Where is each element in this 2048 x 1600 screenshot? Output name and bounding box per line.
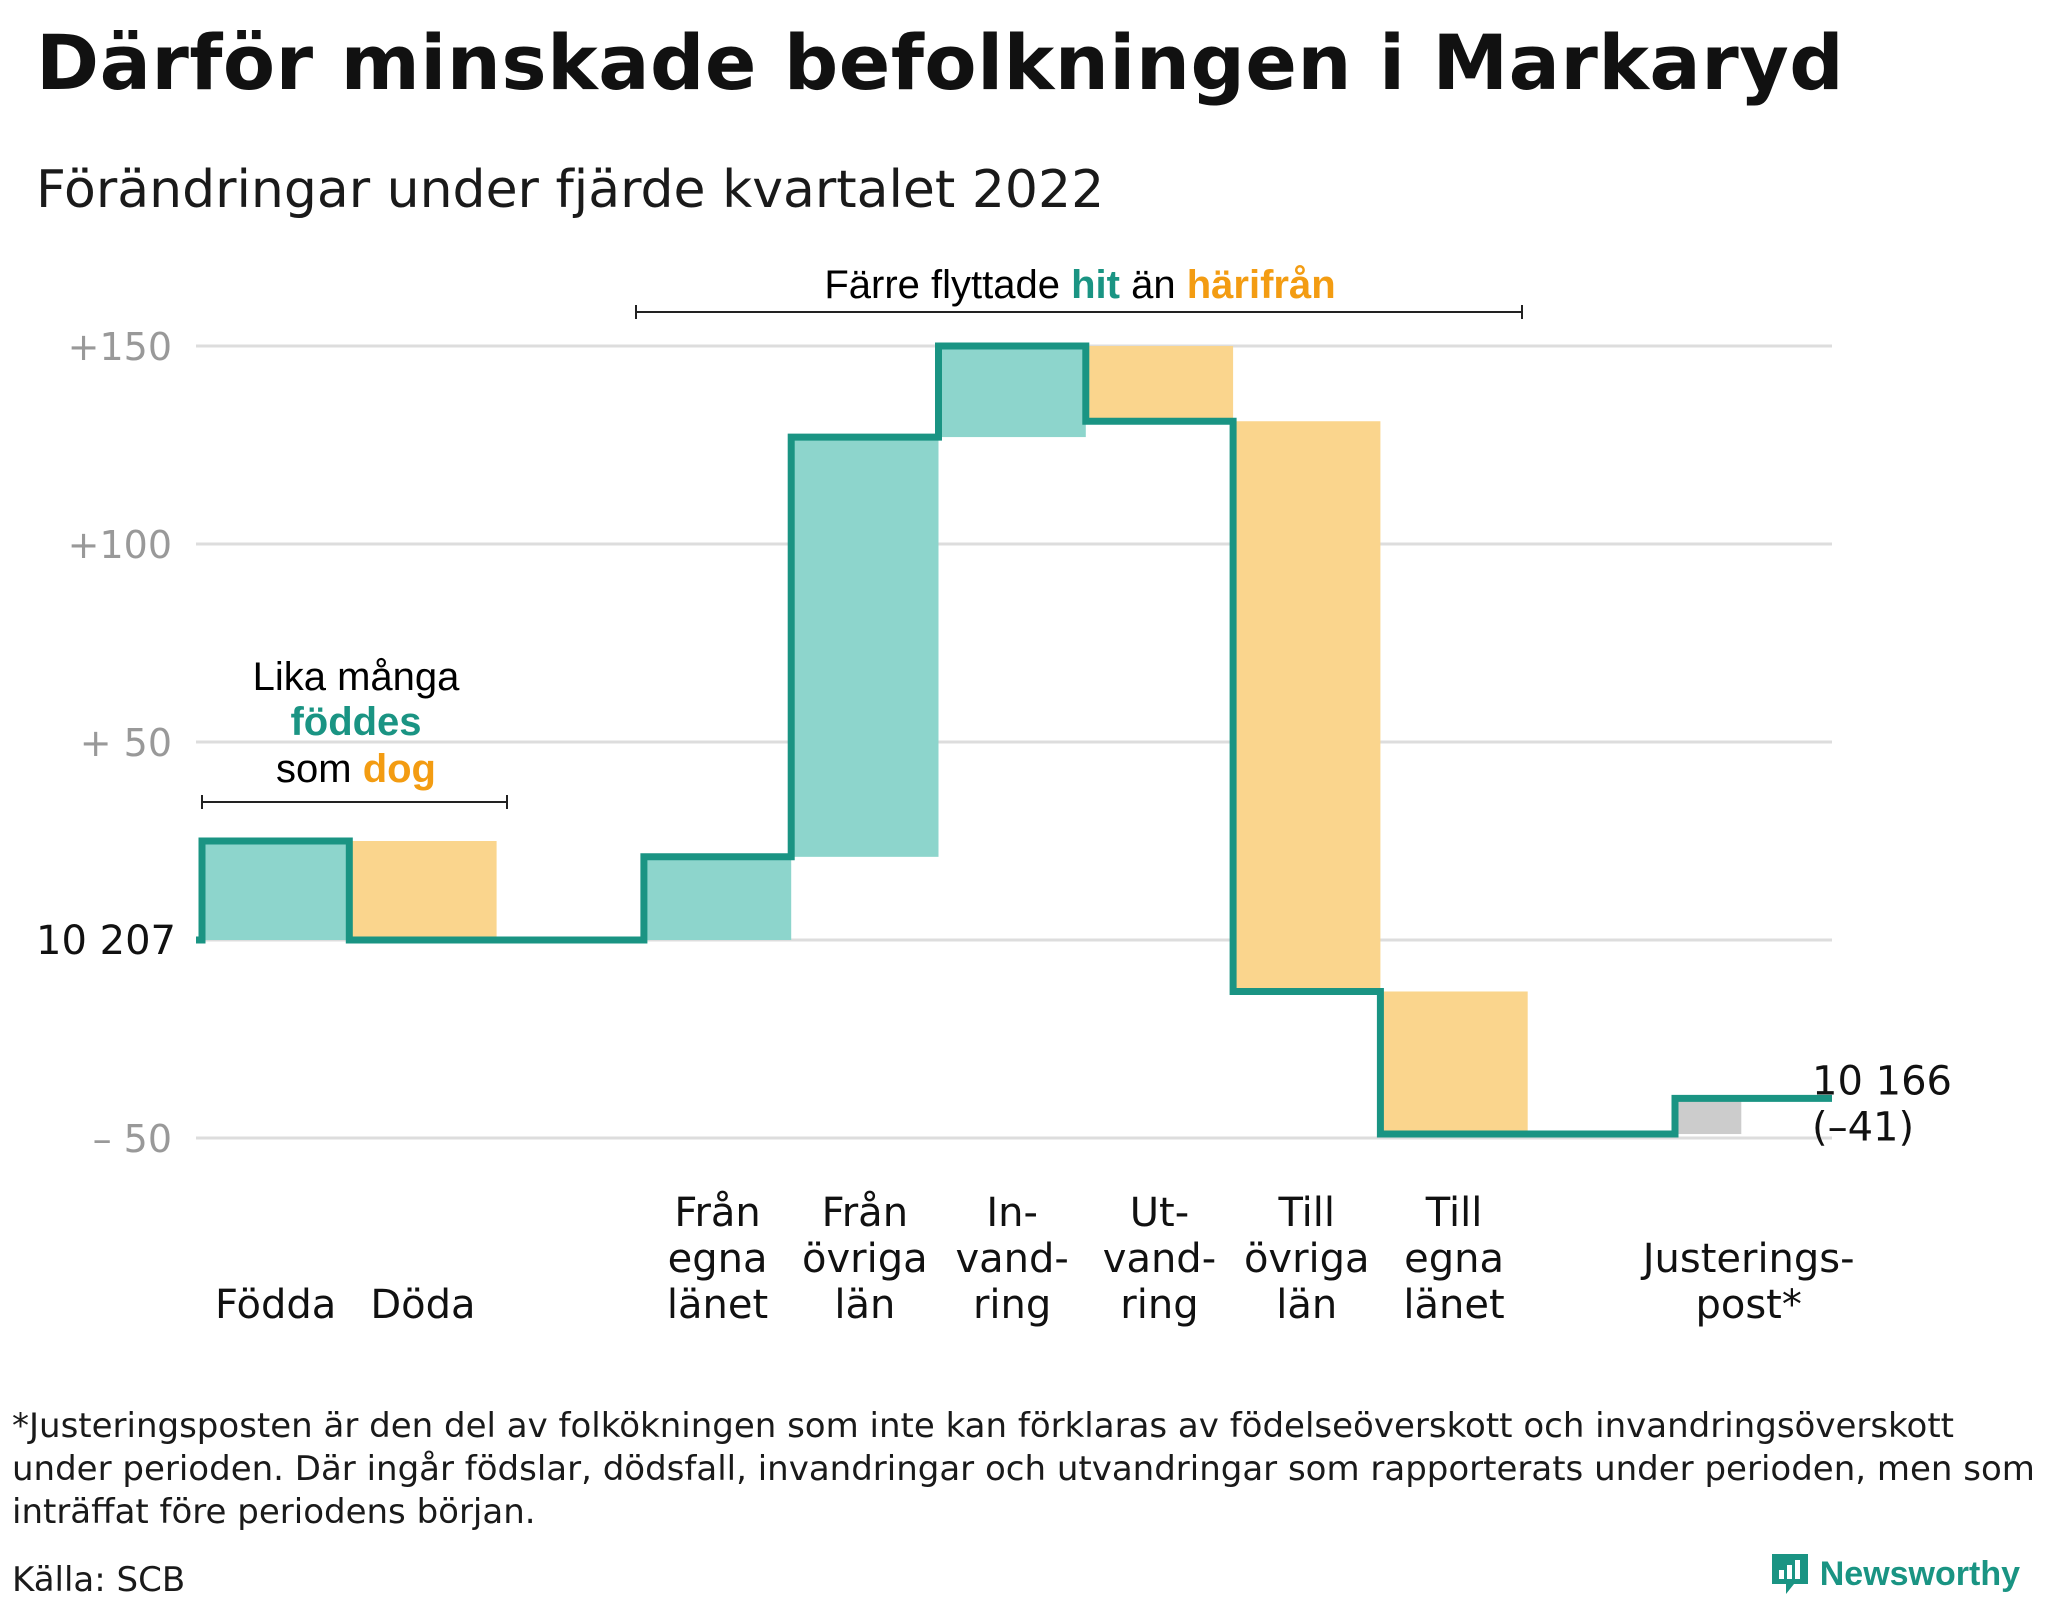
category-label-invandring: ring [973,1282,1051,1328]
bar-fran_egna [643,856,792,940]
births-annotation-born-word: föddes [290,700,421,744]
end-value-label: 10 166 [1812,1058,1952,1104]
category-label-fodda: Födda [215,1282,336,1328]
category-label-till_egna: Till [1425,1190,1483,1236]
brand-name: Newsworthy [1819,1554,2020,1593]
births-annotation: Lika många föddes som dog [253,655,461,791]
migration-annotation-prefix: Färre flyttade [824,263,1071,307]
category-label-till_ovriga: Till [1277,1190,1335,1236]
y-tick-label: – 50 [93,1117,172,1161]
births-annotation-som: som [276,747,363,791]
category-label-fran_ovriga: län [834,1282,895,1328]
births-bracket [201,795,508,809]
bar-till_egna [1380,991,1528,1135]
newsworthy-logo-icon [1771,1554,1808,1594]
category-label-doda: Döda [370,1282,475,1328]
waterfall-chart: +150+100+ 50– 50 Födda DödaFrånegnalänetF… [36,263,1952,1328]
y-tick-label: +150 [68,325,172,369]
category-label-utvandring: ring [1120,1282,1198,1328]
end-change-label: (–41) [1812,1104,1914,1150]
bar-fodda [202,841,350,940]
births-annotation-died-word: dog [363,747,436,791]
source-label: Källa: SCB [12,1560,186,1600]
category-label-fran_egna: egna [668,1236,768,1282]
bar-fran_ovriga [791,437,939,857]
migration-annotation: Färre flyttade hit än härifrån [824,263,1335,307]
step-line-layer [196,342,1832,1138]
migration-bracket [635,305,1523,319]
bars [202,346,1742,1135]
migration-annotation-middle: än [1120,263,1187,307]
chart-subtitle: Förändringar under fjärde kvartalet 2022 [36,160,1105,220]
y-tick-label: + 50 [80,721,172,765]
category-label-till_ovriga: övriga [1244,1236,1370,1282]
bar-till_ovriga [1233,421,1381,992]
brand-logo: Newsworthy [1770,1552,2020,1596]
cumulative-step-line [196,342,1832,1138]
category-label-fran_ovriga: övriga [802,1236,928,1282]
baseline-value-label: 10 207 [36,918,176,964]
category-label-fran_egna: Från [674,1190,760,1236]
category-label-invandring: vand- [955,1236,1068,1282]
category-label-justering: post* [1695,1282,1801,1328]
footnote: *Justeringsposten är den del av folkökni… [12,1406,2035,1532]
category-label-fran_ovriga: Från [822,1190,908,1236]
category-label-till_egna: länet [1403,1282,1504,1328]
grid-lines [196,344,1832,1140]
migration-annotation-out-word: härifrån [1187,263,1336,307]
category-label-invandring: In- [986,1190,1038,1236]
category-label-utvandring: vand- [1103,1236,1216,1282]
migration-annotation-text: Färre flyttade hit än härifrån [824,263,1335,307]
migration-annotation-in-word: hit [1071,263,1120,307]
category-label-fran_egna: länet [667,1282,768,1328]
category-label-till_ovriga: län [1276,1282,1337,1328]
births-annotation-line2: föddes [290,700,421,744]
births-annotation-line1: Lika många [253,655,461,699]
bar-doda [349,841,497,940]
y-tick-label: +100 [68,523,172,567]
births-annotation-line3: som dog [276,747,436,791]
category-labels: Födda DödaFrånegnalänetFrånövrigalänIn-va… [215,1190,1855,1328]
category-label-justering: Justerings- [1640,1236,1855,1282]
chart-title: Därför minskade befolkningen i Markaryd [36,18,1845,107]
category-label-utvandring: Ut- [1130,1190,1189,1236]
y-axis: +150 +100 + 50 – 50 [68,325,172,1161]
bar-utvandring [1085,346,1234,422]
category-label-till_egna: egna [1404,1236,1504,1282]
bar-invandring [938,346,1086,438]
bar-justering [1675,1098,1742,1135]
